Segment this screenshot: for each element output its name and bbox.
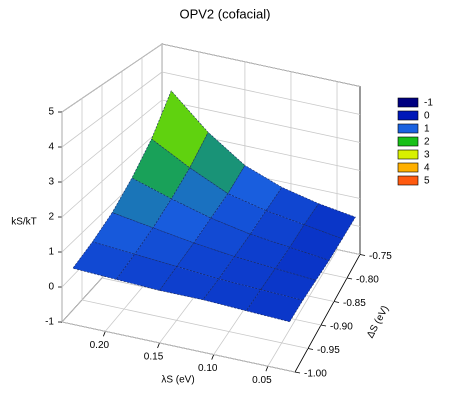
grid-line [61, 321, 296, 373]
legend-swatch [397, 110, 419, 121]
legend-swatch [397, 162, 419, 173]
surface-patch [134, 227, 195, 267]
legend-label: 1 [424, 124, 430, 135]
y-axis-label: ΔS (eV) [365, 304, 391, 340]
legend-label: 0 [424, 111, 430, 122]
grid-line [267, 249, 338, 367]
legend-swatch [397, 136, 419, 147]
x-tick-label: 0.15 [144, 352, 164, 363]
y-tick-label: -0.85 [343, 298, 366, 309]
tick-mark [359, 254, 366, 256]
z-axis-label: kS/kT [11, 217, 37, 228]
y-tick-label: -0.95 [317, 345, 340, 356]
surface-patch [303, 203, 356, 240]
surface-patch [115, 253, 178, 291]
grid-line [161, 99, 361, 143]
y-tick-label: -1.00 [304, 369, 327, 380]
z-tick-label: 3 [48, 177, 54, 188]
grid-line [161, 43, 361, 87]
grid-line [61, 99, 163, 183]
tick-mark [294, 371, 301, 374]
legend-label: 2 [424, 137, 430, 148]
x-tick-label: 0.20 [90, 340, 110, 351]
legend-swatch [397, 123, 419, 134]
y-tick-label: -0.75 [369, 251, 392, 262]
grid-line [161, 71, 361, 115]
tick-mark [333, 301, 340, 303]
legend-label: 3 [424, 150, 430, 161]
tick-mark [265, 366, 269, 372]
y-tick-label: -0.90 [330, 322, 353, 333]
legend-label: 4 [424, 163, 430, 174]
tick-mark [211, 354, 215, 360]
z-tick-label: 0 [48, 282, 54, 293]
y-tick-label: -0.80 [356, 275, 379, 286]
grid-line [61, 71, 163, 148]
legend-swatch [397, 149, 419, 160]
tick-mark [102, 331, 106, 337]
legend-label: -1 [424, 98, 433, 109]
legend-swatch [397, 175, 419, 186]
x-axis-label: λS (eV) [161, 375, 194, 386]
z-tick-label: 1 [48, 247, 54, 258]
surface-patch [72, 241, 136, 280]
tick-mark [307, 348, 314, 350]
legend-label: 5 [424, 176, 430, 187]
z-tick-label: 4 [48, 142, 54, 153]
tick-mark [320, 324, 327, 327]
z-tick-label: -1 [45, 317, 54, 328]
x-tick-label: 0.10 [198, 363, 218, 374]
surface-patch [265, 186, 320, 226]
tick-mark [346, 277, 353, 280]
z-tick-label: 5 [48, 107, 54, 118]
z-tick-label: 2 [48, 212, 54, 223]
tick-mark [157, 342, 160, 349]
grid-line [81, 299, 309, 349]
legend-swatch [397, 97, 419, 108]
chart-title: OPV2 (cofacial) [179, 6, 270, 21]
x-tick-label: 0.05 [252, 375, 272, 386]
grid-line [61, 127, 163, 218]
grid-line [61, 43, 163, 113]
